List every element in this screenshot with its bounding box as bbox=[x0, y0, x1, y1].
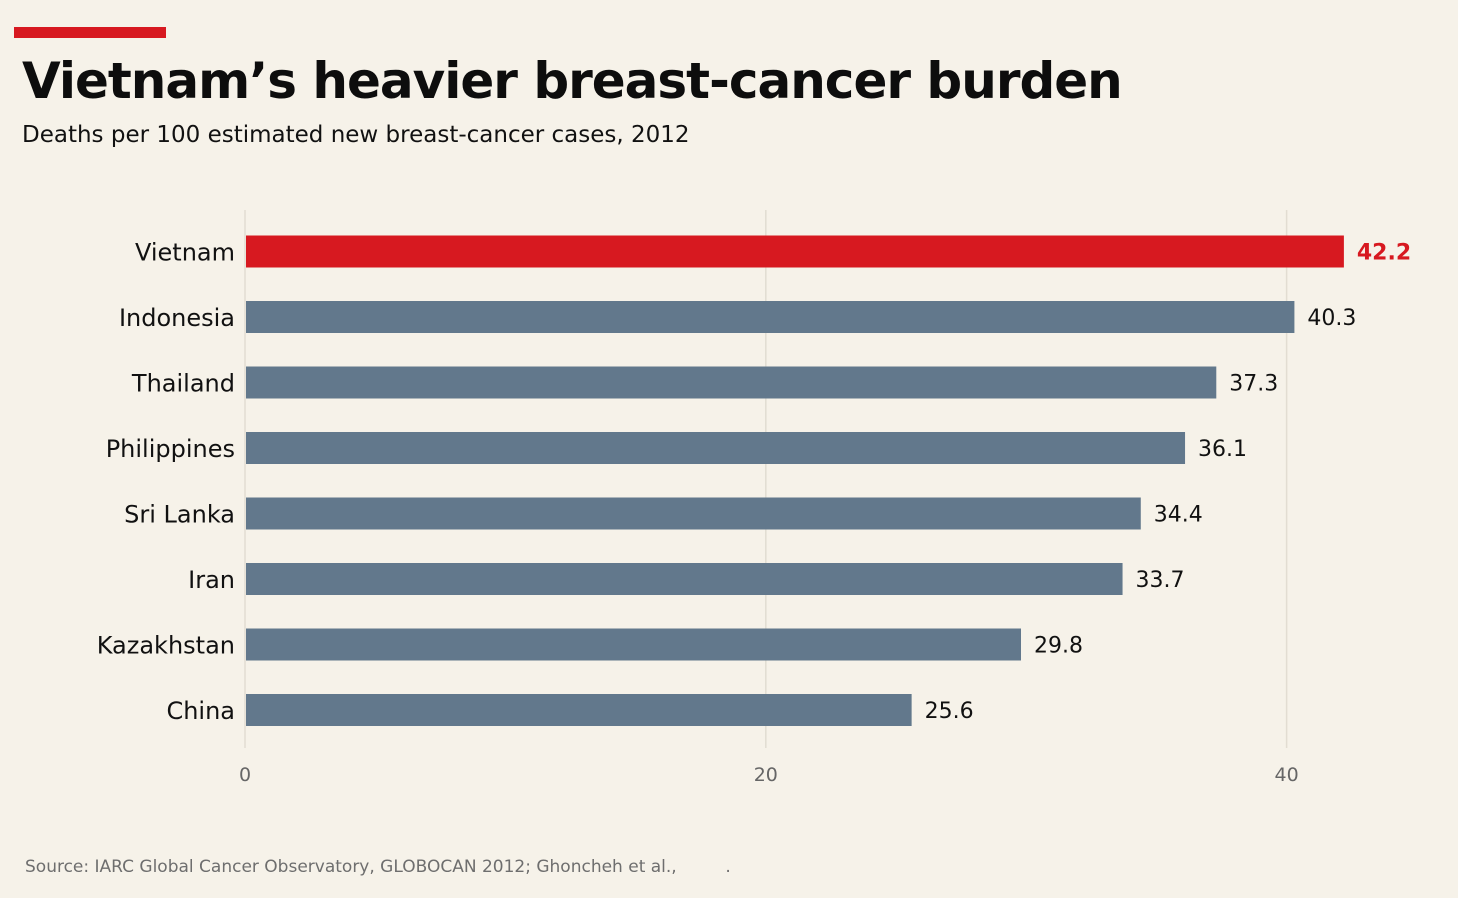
value-label: 25.6 bbox=[925, 699, 974, 724]
chart-title: Vietnam’s heavier breast-cancer burden bbox=[22, 52, 1123, 110]
brand-accent-bar bbox=[14, 27, 166, 38]
category-label: China bbox=[166, 697, 235, 725]
bar bbox=[246, 694, 912, 726]
x-tick-label: 20 bbox=[754, 764, 778, 786]
category-label: Kazakhstan bbox=[97, 632, 235, 660]
x-axis: 0 20 40 bbox=[239, 764, 1299, 786]
x-tick-label: 40 bbox=[1275, 764, 1299, 786]
category-label: Philippines bbox=[106, 435, 235, 463]
label-layer: Vietnam 42.2 Indonesia 40.3 Thailand 37.3 Phil… bbox=[97, 239, 1411, 726]
value-label: 34.4 bbox=[1154, 503, 1203, 528]
category-label: Thailand bbox=[131, 370, 235, 398]
chart-subtitle: Deaths per 100 estimated new breast-canc… bbox=[22, 122, 690, 148]
value-label: 36.1 bbox=[1198, 437, 1247, 462]
category-label: Iran bbox=[188, 566, 235, 594]
category-label: Sri Lanka bbox=[124, 501, 235, 529]
bar bbox=[246, 366, 1217, 399]
value-label: 40.3 bbox=[1307, 306, 1356, 331]
value-label: 42.2 bbox=[1357, 241, 1411, 266]
x-tick-label: 0 bbox=[239, 764, 251, 786]
category-label: Indonesia bbox=[119, 304, 235, 332]
value-label: 29.8 bbox=[1034, 634, 1083, 659]
category-label: Vietnam bbox=[135, 239, 235, 267]
bar-highlight bbox=[246, 235, 1344, 268]
bar bbox=[246, 497, 1141, 530]
value-label: 37.3 bbox=[1229, 372, 1278, 397]
grid-layer bbox=[244, 210, 1288, 748]
source-note: Source: IARC Global Cancer Observatory, … bbox=[25, 857, 731, 877]
value-label: 33.7 bbox=[1136, 568, 1185, 593]
bar bbox=[246, 301, 1295, 333]
bar bbox=[246, 432, 1186, 464]
bar bbox=[246, 563, 1123, 595]
bar bbox=[246, 628, 1021, 661]
bar-layer bbox=[246, 235, 1344, 726]
